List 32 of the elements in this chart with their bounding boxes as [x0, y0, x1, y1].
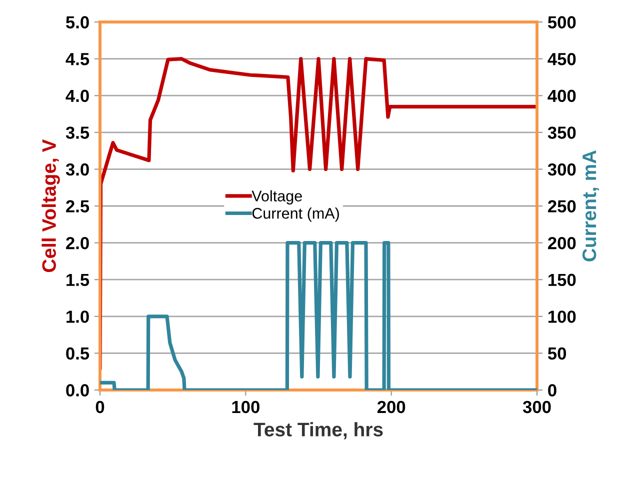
y2-axis-title: Current, mA	[582, 150, 600, 262]
y-axis-title: Cell Voltage, V	[42, 139, 60, 272]
y2-tick-label: 500	[548, 16, 576, 28]
y2-tick-label: 350	[548, 126, 576, 139]
x-tick-label: 300	[522, 400, 551, 414]
x-tick-label: 0	[96, 400, 104, 414]
y-tick-label: 4.0	[66, 90, 89, 102]
y-tick-label: 5.0	[66, 16, 89, 28]
y-tick-label: 2.5	[66, 200, 90, 212]
y-tick-label: 0.0	[66, 384, 89, 396]
legend-label: Voltage	[252, 190, 302, 204]
y-tick-label: 2.0	[66, 236, 89, 250]
y-tick-label: 3.0	[66, 163, 89, 176]
y-tick-label: 4.5	[66, 53, 90, 66]
x-axis-title: Test Time, hrs	[254, 422, 383, 440]
y2-tick-label: 100	[548, 310, 576, 323]
y-tick-label: 1.5	[66, 274, 90, 286]
x-tick-label: 200	[377, 400, 406, 414]
y-tick-label: 0.5	[66, 347, 90, 360]
y2-tick-label: 250	[548, 200, 576, 212]
line-series	[100, 56, 537, 370]
y2-tick-label: 450	[548, 52, 576, 66]
y2-tick-label: 0	[548, 384, 556, 396]
y2-tick-label: 50	[548, 347, 566, 360]
y2-tick-label: 150	[548, 274, 576, 286]
y2-tick-label: 300	[548, 163, 576, 176]
y-tick-label: 3.5	[66, 126, 90, 139]
y2-tick-label: 200	[548, 236, 576, 250]
y2-tick-label: 400	[548, 90, 576, 102]
x-tick-label: 100	[232, 400, 260, 414]
legend-label: Current (mA)	[252, 208, 339, 222]
y-tick-label: 1.0	[66, 310, 89, 323]
